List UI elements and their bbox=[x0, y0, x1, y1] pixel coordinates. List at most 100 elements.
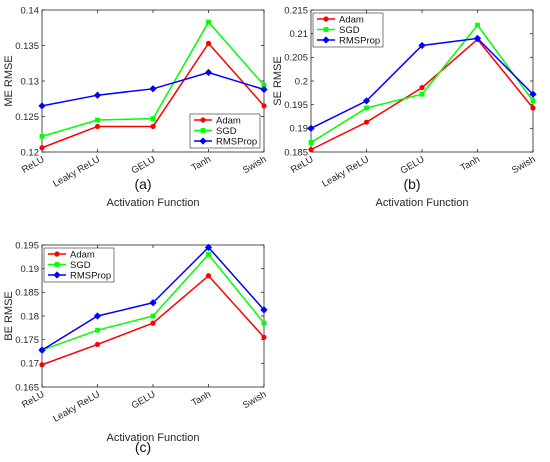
data-point bbox=[419, 91, 425, 97]
panel-label: (c) bbox=[135, 439, 151, 455]
data-point bbox=[95, 117, 100, 123]
series-rmsprop bbox=[38, 68, 268, 110]
legend-marker bbox=[323, 16, 329, 22]
y-tick-label: 0.185 bbox=[15, 288, 39, 299]
y-tick-label: 0.175 bbox=[15, 335, 39, 346]
x-tick-label: Leaky ReLU bbox=[320, 154, 371, 190]
y-axis-label: BE RMSE bbox=[3, 291, 15, 341]
data-point bbox=[261, 103, 267, 109]
data-point bbox=[39, 145, 45, 151]
y-tick-label: 0.14 bbox=[21, 5, 40, 16]
legend-marker bbox=[54, 262, 60, 267]
y-tick-label: 0.12 bbox=[21, 147, 40, 158]
y-tick-label: 0.185 bbox=[284, 147, 308, 158]
data-point bbox=[149, 85, 157, 93]
legend-marker bbox=[200, 117, 206, 123]
y-tick-label: 0.205 bbox=[284, 53, 308, 64]
legend-marker bbox=[199, 137, 207, 145]
legend-label: RMSProp bbox=[216, 136, 257, 147]
data-point bbox=[418, 41, 426, 50]
data-point bbox=[529, 90, 537, 98]
x-axis-label: Activation Function bbox=[107, 432, 200, 444]
data-point bbox=[150, 123, 156, 130]
data-point bbox=[38, 102, 46, 110]
data-point bbox=[93, 312, 102, 320]
x-tick-label: Swish bbox=[241, 154, 268, 176]
y-axis-label: ME RMSE bbox=[3, 55, 15, 106]
y-tick-label: 0.19 bbox=[290, 124, 309, 135]
data-point bbox=[95, 327, 100, 333]
x-tick-label: GELU bbox=[130, 154, 158, 177]
y-tick-label: 0.19 bbox=[21, 264, 40, 275]
y-tick-label: 0.17 bbox=[21, 359, 40, 370]
y-tick-label: 0.215 bbox=[284, 5, 308, 16]
data-point bbox=[94, 123, 101, 130]
data-point bbox=[206, 252, 211, 257]
data-point bbox=[204, 243, 213, 251]
legend-label: SGD bbox=[339, 25, 360, 36]
x-tick-label: GELU bbox=[399, 154, 427, 177]
data-point bbox=[150, 313, 156, 319]
data-point bbox=[363, 119, 370, 125]
legend-marker bbox=[200, 128, 206, 133]
legend-marker bbox=[54, 251, 60, 257]
data-point bbox=[530, 98, 536, 104]
data-point bbox=[308, 140, 314, 145]
series-adam bbox=[39, 40, 267, 151]
data-point bbox=[205, 273, 212, 279]
data-point bbox=[307, 124, 315, 132]
y-tick-label: 0.195 bbox=[15, 240, 39, 251]
legend-label: Adam bbox=[339, 14, 364, 25]
series-rmsprop bbox=[307, 34, 537, 132]
x-tick-label: Leaky ReLU bbox=[51, 154, 102, 190]
y-tick-label: 0.18 bbox=[21, 311, 40, 322]
y-tick-label: 0.21 bbox=[290, 29, 309, 40]
legend-label: SGD bbox=[216, 126, 237, 137]
data-point bbox=[206, 19, 211, 25]
x-tick-label: GELU bbox=[130, 389, 158, 412]
x-tick-label: Tanh bbox=[190, 389, 213, 409]
data-point bbox=[260, 306, 268, 314]
y-tick-label: 0.2 bbox=[295, 76, 308, 87]
legend-label: Adam bbox=[216, 115, 241, 126]
legend-label: SGD bbox=[70, 260, 91, 271]
x-tick-label: Tanh bbox=[190, 154, 213, 174]
x-axis-label: Activation Function bbox=[107, 197, 200, 209]
data-point bbox=[205, 40, 212, 46]
y-axis-label: SE RMSE bbox=[272, 56, 284, 106]
series-sgd bbox=[308, 22, 536, 145]
legend-marker bbox=[323, 27, 329, 32]
data-point bbox=[260, 85, 268, 94]
data-point bbox=[39, 133, 45, 139]
data-point bbox=[204, 68, 213, 77]
data-point bbox=[364, 105, 369, 111]
series-sgd bbox=[39, 19, 267, 139]
data-point bbox=[149, 299, 157, 307]
data-point bbox=[39, 362, 45, 368]
x-axis-label: Activation Function bbox=[376, 197, 469, 209]
data-point bbox=[475, 22, 480, 28]
y-tick-label: 0.195 bbox=[284, 100, 308, 111]
x-tick-label: Swish bbox=[241, 389, 268, 411]
data-point bbox=[261, 334, 267, 340]
data-point bbox=[362, 97, 371, 105]
series-rmsprop bbox=[38, 243, 268, 354]
y-tick-label: 0.135 bbox=[15, 41, 39, 52]
legend-marker bbox=[322, 36, 330, 44]
x-tick-label: Tanh bbox=[459, 154, 482, 174]
data-point bbox=[473, 34, 482, 43]
legend-label: RMSProp bbox=[70, 270, 111, 281]
legend-label: RMSProp bbox=[339, 35, 380, 46]
data-point bbox=[530, 105, 536, 111]
legend-label: Adam bbox=[70, 249, 95, 260]
data-point bbox=[419, 85, 425, 91]
data-point bbox=[261, 320, 267, 326]
data-point bbox=[150, 320, 156, 326]
y-tick-label: 0.13 bbox=[21, 76, 40, 87]
y-tick-label: 0.165 bbox=[15, 382, 39, 393]
